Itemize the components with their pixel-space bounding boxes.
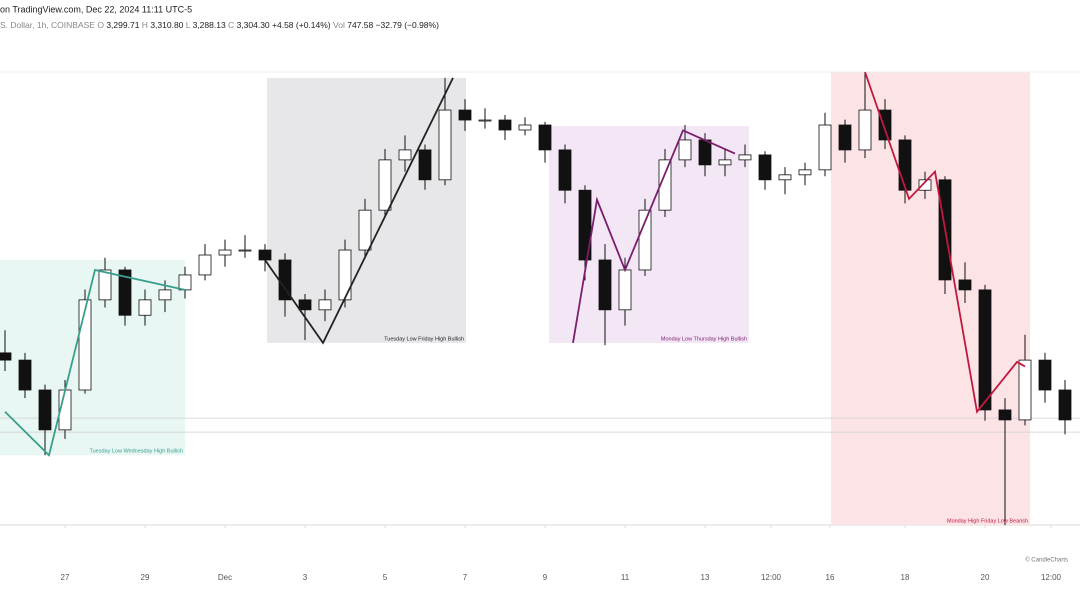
zigzag — [4, 268, 186, 457]
ohlc-value: 3,288.13 — [193, 20, 226, 30]
candle-body — [338, 249, 352, 301]
x-tick-label: 20 — [981, 573, 990, 582]
legend-text: S. Dollar, 1h, COINBASE O 3,299.71 H 3,3… — [0, 20, 439, 30]
candle-body — [478, 119, 492, 122]
candle-body — [38, 389, 52, 431]
zone-box — [0, 259, 185, 456]
candle-body — [738, 154, 752, 161]
candle-body — [518, 124, 532, 131]
ohlc-label: H — [142, 20, 148, 30]
candle-body — [138, 299, 152, 316]
candle-body — [498, 119, 512, 131]
candle-body — [578, 189, 592, 261]
zigzag — [572, 129, 736, 344]
candle-body — [858, 109, 872, 151]
candle-body — [998, 409, 1012, 421]
candle-body — [978, 289, 992, 411]
candle-body — [838, 124, 852, 151]
volume-change: −32.79 (−0.98%) — [376, 20, 439, 30]
candle-body — [778, 174, 792, 181]
candle-body — [178, 274, 192, 291]
candle-body — [698, 139, 712, 166]
candle-body — [118, 269, 132, 316]
candle-body — [658, 159, 672, 211]
ohlc-value: 3,299.71 — [106, 20, 139, 30]
candle-body — [898, 139, 912, 191]
candle-body — [398, 149, 412, 161]
candle-body — [438, 109, 452, 181]
candle-body — [558, 149, 572, 191]
candle-body — [218, 249, 232, 256]
header-title: on TradingView.com, Dec 22, 2024 11:11 U… — [0, 4, 192, 14]
zigzag — [864, 71, 1026, 414]
ohlc-label: L — [186, 20, 191, 30]
candle-body — [598, 259, 612, 311]
zigzag — [264, 77, 454, 345]
zone-label: Tuesday Low Wednesday High Bullish — [89, 449, 183, 455]
candle-body — [0, 352, 12, 361]
zone-label: Monday High Friday Low Bearish — [947, 518, 1028, 524]
volume-label: Vol — [333, 20, 345, 30]
candle-body — [318, 299, 332, 311]
candle-body — [98, 269, 112, 301]
symbol: S. Dollar, 1h, COINBASE — [0, 20, 95, 30]
ohlc-label: O — [97, 20, 104, 30]
x-tick-label: 12:00 — [1041, 573, 1062, 582]
candle-body — [538, 124, 552, 151]
x-tick-label: 29 — [141, 573, 150, 582]
candle-body — [818, 124, 832, 171]
x-tick-label: Dec — [218, 573, 232, 582]
x-tick-label: 27 — [61, 573, 70, 582]
change: +4.58 (+0.14%) — [272, 20, 331, 30]
candle-body — [18, 359, 32, 391]
x-tick-label: 16 — [826, 573, 835, 582]
candle-body — [638, 209, 652, 271]
candle-body — [678, 139, 692, 161]
candle-body — [1038, 359, 1052, 391]
volume-value: 747.58 — [347, 20, 373, 30]
x-tick-label: 5 — [383, 573, 388, 582]
candle-body — [378, 159, 392, 211]
x-tick-label: 11 — [621, 573, 630, 582]
ohlc-label: C — [228, 20, 234, 30]
candle-body — [1018, 359, 1032, 421]
x-tick-label: 9 — [543, 573, 548, 582]
candle-body — [618, 269, 632, 311]
candle-body — [418, 149, 432, 181]
candle-body — [158, 289, 172, 301]
x-tick-label: 7 — [463, 573, 468, 582]
x-tick-label: 18 — [901, 573, 910, 582]
candle-body — [958, 279, 972, 291]
x-tick-label: 12:00 — [761, 573, 782, 582]
watermark: © CandleCharts — [1025, 557, 1068, 564]
candle-body — [458, 109, 472, 121]
candle-body — [758, 154, 772, 181]
x-tick-label: 13 — [701, 573, 710, 582]
zone-label: Tuesday Low Friday High Bullish — [384, 336, 464, 342]
candle-body — [878, 109, 892, 141]
candle-body — [918, 179, 932, 191]
ohlc-value: 3,310.80 — [150, 20, 183, 30]
candle-body — [358, 209, 372, 251]
zone-label: Monday Low Thursday High Bullish — [661, 336, 747, 342]
candle-body — [1058, 389, 1072, 421]
candle-body — [718, 159, 732, 166]
candle-body — [198, 254, 212, 276]
ohlc-legend: S. Dollar, 1h, COINBASE O 3,299.71 H 3,3… — [0, 20, 439, 30]
ohlc-value: 3,304.30 — [237, 20, 270, 30]
candle-body — [238, 249, 252, 252]
candle-body — [798, 169, 812, 176]
candle-body — [258, 249, 272, 261]
candle-body — [298, 299, 312, 311]
x-tick-label: 3 — [303, 573, 308, 582]
